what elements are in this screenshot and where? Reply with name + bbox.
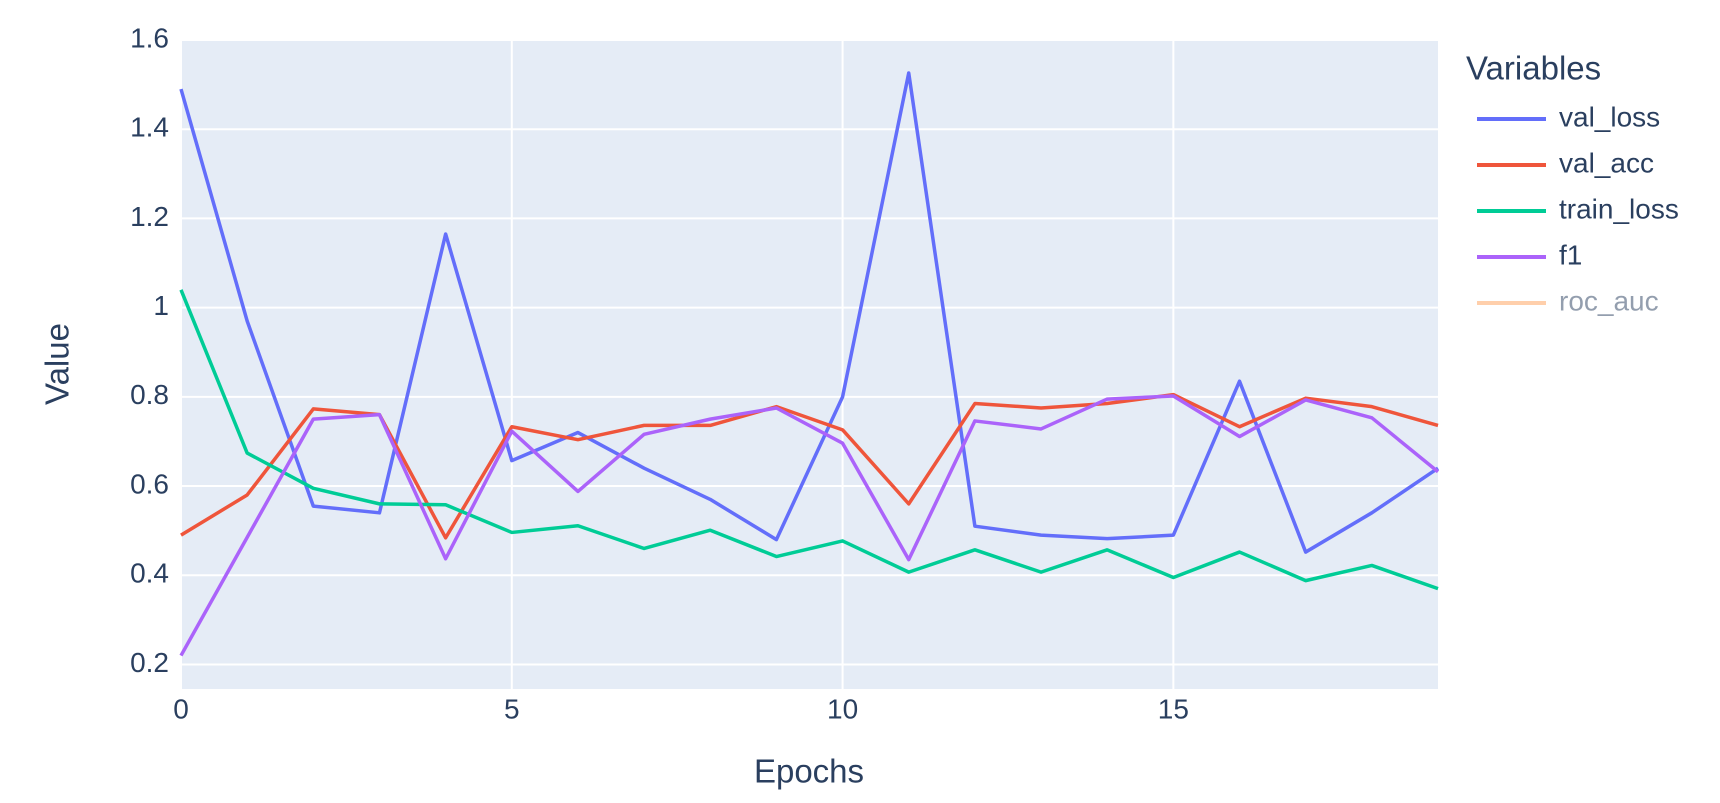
x-tick-label: 0 xyxy=(173,693,189,724)
legend-title: Variables xyxy=(1466,50,1601,87)
x-tick-label: 5 xyxy=(504,693,520,724)
series-line xyxy=(179,394,1440,657)
y-tick-label: 1.6 xyxy=(130,22,169,53)
y-tick-label: 1.2 xyxy=(130,201,169,232)
x-tick-label: 15 xyxy=(1158,693,1189,724)
y-tick-label: 1.4 xyxy=(130,112,169,143)
legend-label: val_loss xyxy=(1559,101,1660,132)
plot-area xyxy=(181,40,1438,689)
x-axis-title: Epochs xyxy=(754,753,864,790)
y-tick-label: 0.4 xyxy=(130,558,169,589)
y-tick-label: 0.2 xyxy=(130,647,169,678)
legend-item[interactable]: val_loss xyxy=(1477,101,1660,132)
legend-item[interactable]: roc_auc xyxy=(1477,285,1659,316)
series-line xyxy=(179,71,1439,554)
legend-label: f1 xyxy=(1559,239,1582,270)
legend-item[interactable]: f1 xyxy=(1477,239,1582,270)
series-line xyxy=(179,289,1439,591)
y-tick-label: 1 xyxy=(153,290,169,321)
legend-label: roc_auc xyxy=(1559,285,1659,316)
legend-item[interactable]: val_acc xyxy=(1477,147,1654,178)
x-tick-label: 10 xyxy=(827,693,858,724)
y-axis-title: Value xyxy=(39,323,76,405)
y-tick-label: 0.6 xyxy=(130,468,169,499)
y-tick-label: 0.8 xyxy=(130,379,169,410)
legend-label: val_acc xyxy=(1559,147,1654,178)
legend-item[interactable]: train_loss xyxy=(1477,193,1679,224)
legend-label: train_loss xyxy=(1559,193,1679,224)
